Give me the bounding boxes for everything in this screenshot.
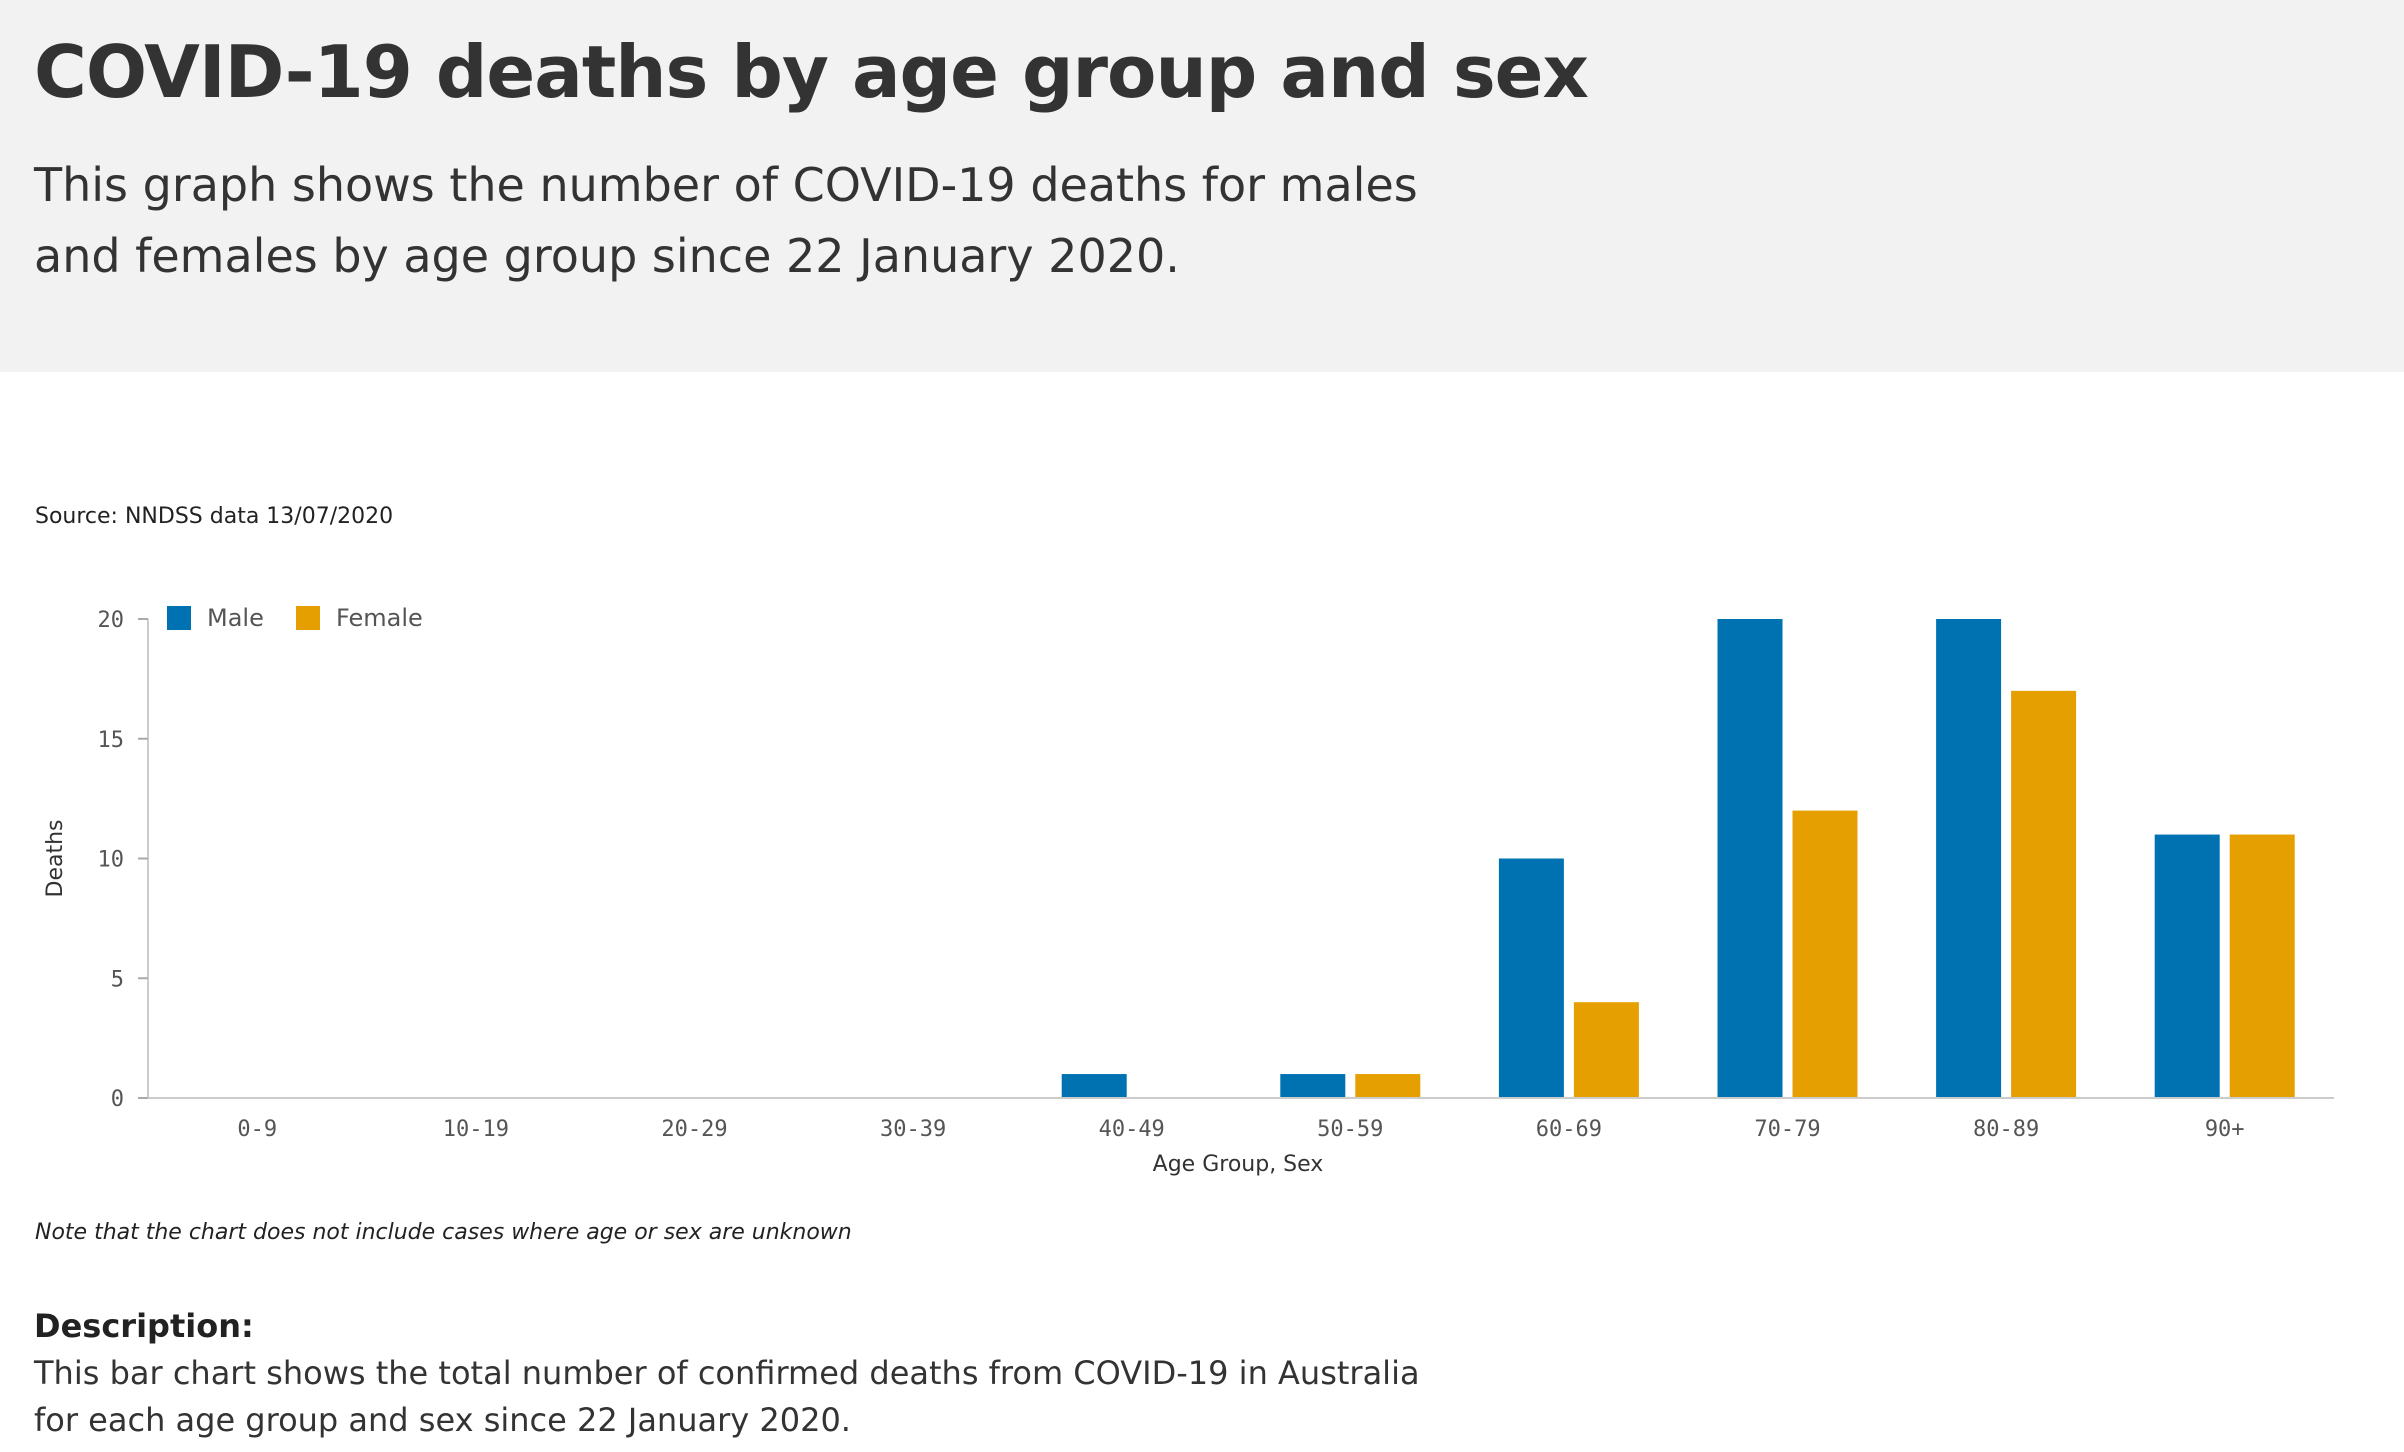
description-heading: Description: [34,1307,254,1345]
bar-female-70-79 [1792,810,1858,1098]
x-tick-label: 60-69 [1536,1117,1602,1142]
legend-swatch-female [296,606,320,630]
bar-male-50-59 [1280,1074,1346,1098]
page-header: COVID-19 deaths by age group and sex Thi… [0,0,2404,372]
y-tick-label: 5 [111,967,124,992]
x-tick-label: 70-79 [1754,1117,1820,1142]
page-title: COVID-19 deaths by age group and sex [34,30,1589,114]
x-tick-label: 90+ [2205,1117,2245,1142]
legend-label-female: Female [336,604,423,632]
bar-female-60-69 [1573,1002,1639,1098]
bar-male-80-89 [1936,619,2002,1098]
y-axis-title: Deaths [43,820,68,898]
bar-male-60-69 [1498,858,1564,1098]
y-tick-label: 20 [98,608,125,633]
x-tick-label: 30-39 [880,1117,946,1142]
legend-swatch-male [167,606,191,630]
bar-male-40-49 [1061,1074,1127,1098]
x-tick-label: 10-19 [443,1117,509,1142]
bar-male-90+ [2154,834,2220,1098]
x-tick-label: 80-89 [1973,1117,2039,1142]
x-tick-label: 20-29 [661,1117,727,1142]
y-tick-label: 0 [111,1087,124,1112]
bar-female-80-89 [2011,690,2077,1098]
y-tick-label: 15 [98,728,125,753]
x-tick-label: 0-9 [237,1117,277,1142]
intro-text: This graph shows the number of COVID-19 … [34,158,1418,283]
legend-label-male: Male [207,604,264,632]
chart-note: Note that the chart does not include cas… [35,1220,852,1245]
bar-chart: 0 5 10 15 20 Deaths 0-9 10-19 20-29 30-39 40-49 50-… [43,604,2334,1177]
chart-source: Source: NNDSS data 13/07/2020 [35,504,394,529]
x-tick-label: 40-49 [1099,1117,1165,1142]
bar-male-70-79 [1717,619,1783,1098]
y-tick-label: 10 [98,848,125,873]
bar-female-90+ [2229,834,2295,1098]
x-axis-title: Age Group, Sex [1153,1152,1324,1177]
description-text: This bar chart shows the total number of… [34,1354,1420,1439]
bar-female-50-59 [1355,1074,1421,1098]
x-tick-label: 50-59 [1317,1117,1383,1142]
